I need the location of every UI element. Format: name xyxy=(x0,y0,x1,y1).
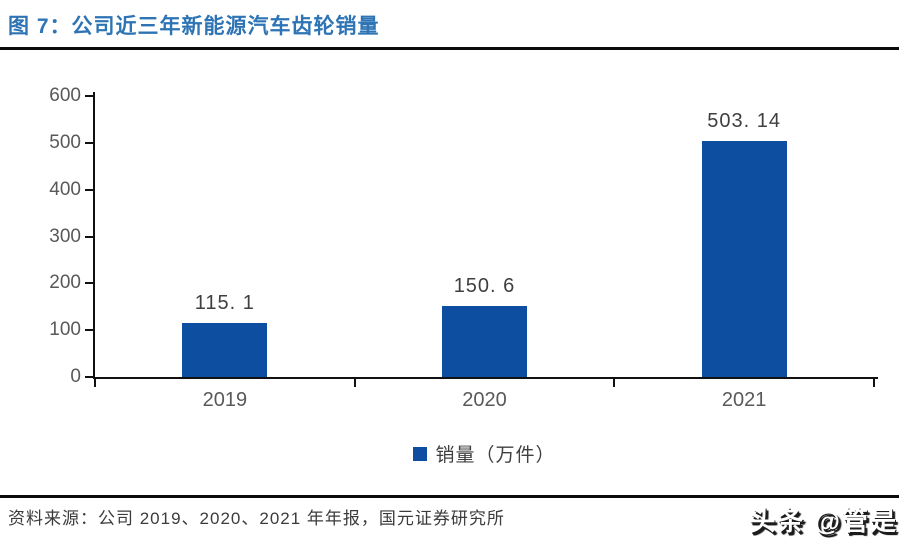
y-axis-tick-label: 500 xyxy=(49,131,81,153)
x-axis-category-label: 2020 xyxy=(462,389,507,411)
y-axis-tick-label: 400 xyxy=(49,178,81,200)
y-axis-tick xyxy=(85,329,93,332)
x-axis-line xyxy=(93,377,878,379)
y-axis-line xyxy=(93,92,95,377)
watermark: 头条 @管是 xyxy=(749,506,898,536)
y-axis-tick xyxy=(85,188,93,191)
y-axis-tick-label: 200 xyxy=(49,272,81,294)
bar-2021 xyxy=(701,141,787,377)
bar-2019 xyxy=(182,323,268,377)
footer-rule xyxy=(0,495,899,498)
x-axis-category-label: 2021 xyxy=(721,389,767,411)
chart-legend: 销量（万件） xyxy=(95,440,874,467)
bar-value-label: 150. 6 xyxy=(453,275,516,298)
y-axis-tick-label: 600 xyxy=(49,85,81,106)
bar-chart-plot-area: 0 100 200 300 400 500 600 115. 1 2019 150. 6 2020 5… xyxy=(49,85,878,411)
legend-swatch-icon xyxy=(413,446,428,461)
x-axis-tick xyxy=(873,379,875,387)
y-axis-tick-label: 0 xyxy=(70,366,81,387)
y-axis-tick xyxy=(85,141,93,144)
y-axis-tick xyxy=(85,282,93,285)
title-underline-rule xyxy=(0,47,899,50)
y-axis-tick xyxy=(85,235,93,238)
bar-2020 xyxy=(442,306,527,377)
legend-label: 销量（万件） xyxy=(435,445,556,466)
x-axis-tick xyxy=(353,379,356,387)
y-axis-tick xyxy=(85,95,93,97)
x-axis-tick xyxy=(94,379,96,387)
x-axis-tick xyxy=(613,379,616,387)
y-axis-tick-label: 100 xyxy=(49,319,81,341)
figure-title: 图 7：公司近三年新能源汽车齿轮销量 xyxy=(8,15,380,38)
y-axis-tick xyxy=(85,376,93,378)
x-axis-category-label: 2019 xyxy=(202,389,248,411)
bar-value-label: 115. 1 xyxy=(194,292,255,315)
y-axis-tick-label: 300 xyxy=(49,225,81,247)
bar-value-label: 503. 14 xyxy=(707,110,782,133)
source-note: 资料来源：公司 2019、2020、2021 年年报，国元证券研究所 xyxy=(8,509,505,528)
